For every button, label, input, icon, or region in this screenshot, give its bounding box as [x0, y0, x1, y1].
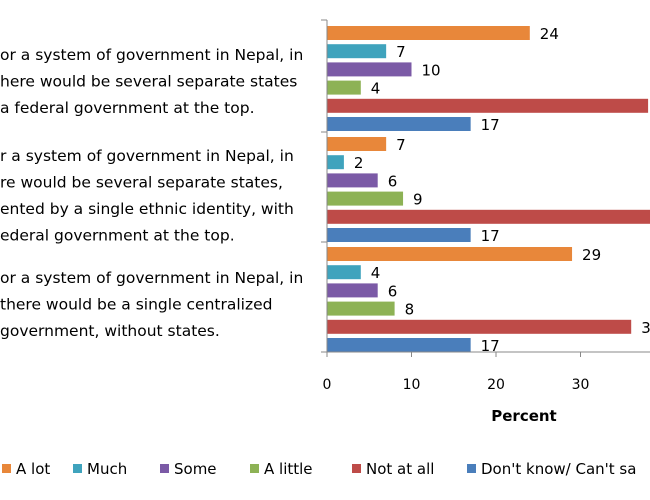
- legend: A lot Much Some A little Not at all Don't kno…: [2, 460, 636, 478]
- legend-label: Don't know/ Can't sa: [481, 460, 636, 478]
- x-tick-label: 30: [572, 377, 590, 393]
- bar: [327, 283, 378, 298]
- legend-label: A lot: [16, 460, 50, 478]
- bar: [327, 265, 361, 280]
- axes: 01020304050: [321, 19, 650, 393]
- legend-swatch: [250, 464, 259, 473]
- bar: [327, 44, 387, 59]
- bar: [327, 155, 344, 170]
- legend-item: Much: [73, 460, 127, 478]
- value-labels: 2471043817726917294683617: [354, 25, 650, 355]
- data-label: 7: [396, 136, 406, 154]
- legend-item: Some: [160, 460, 217, 478]
- data-label: 4: [371, 80, 381, 98]
- bar: [327, 98, 649, 113]
- data-label: 9: [413, 191, 423, 209]
- data-label: 29: [582, 246, 601, 264]
- data-label: 7: [396, 43, 406, 61]
- x-tick-label: 0: [323, 377, 332, 393]
- bar: [327, 137, 387, 151]
- bar: [327, 228, 471, 242]
- category-label-line: government, without states.: [0, 322, 220, 340]
- bar: [327, 80, 361, 95]
- bar: [327, 209, 650, 224]
- bar: [327, 117, 471, 131]
- data-label: 4: [371, 264, 381, 282]
- legend-swatch: [467, 464, 476, 473]
- x-tick-label: 10: [403, 377, 421, 393]
- x-tick-label: 20: [487, 377, 505, 393]
- data-label: 6: [388, 172, 398, 190]
- legend-item: A little: [250, 460, 313, 478]
- legend-swatch: [73, 464, 82, 473]
- bar: [327, 62, 412, 77]
- bar: [327, 338, 471, 352]
- bar: [327, 319, 632, 334]
- bar: [327, 26, 530, 40]
- category-label-line: re would be several separate states,: [0, 174, 283, 192]
- category-label-line: ented by a single ethnic identity, with: [0, 200, 294, 218]
- category-label-line: there would be a single centralized: [0, 296, 272, 314]
- bar: [327, 173, 378, 188]
- legend-swatch: [2, 464, 11, 473]
- legend-label: Much: [87, 460, 127, 478]
- legend-item: Not at all: [352, 460, 434, 478]
- legend-label: A little: [264, 460, 313, 478]
- legend-label: Not at all: [366, 460, 434, 478]
- legend-item: Don't know/ Can't sa: [467, 460, 636, 478]
- bar: [327, 247, 573, 261]
- data-label: 2: [354, 154, 364, 172]
- category-label-line: a federal government at the top.: [0, 99, 255, 117]
- data-label: 17: [481, 337, 500, 355]
- bars: [327, 26, 650, 352]
- category-label-line: or a system of government in Nepal, in: [0, 269, 303, 287]
- data-label: 10: [422, 61, 441, 79]
- legend-label: Some: [174, 460, 217, 478]
- category-label-line: or a system of government in Nepal, in: [0, 46, 303, 64]
- category-label-line: r a system of government in Nepal, in: [0, 147, 294, 165]
- legend-item: A lot: [2, 460, 50, 478]
- legend-swatch: [352, 464, 361, 473]
- data-label: 6: [388, 282, 398, 300]
- x-axis-title: Percent: [491, 407, 556, 425]
- category-label-line: here would be several separate states: [0, 73, 297, 91]
- data-label: 17: [481, 116, 500, 134]
- data-label: 8: [405, 301, 415, 319]
- legend-swatch: [160, 464, 169, 473]
- data-label: 36: [641, 319, 650, 337]
- bar: [327, 301, 395, 316]
- data-label: 24: [540, 25, 559, 43]
- data-label: 17: [481, 227, 500, 245]
- category-label-line: ederal government at the top.: [0, 227, 235, 245]
- bar: [327, 191, 404, 206]
- category-labels: or a system of government in Nepal, in he…: [0, 46, 303, 340]
